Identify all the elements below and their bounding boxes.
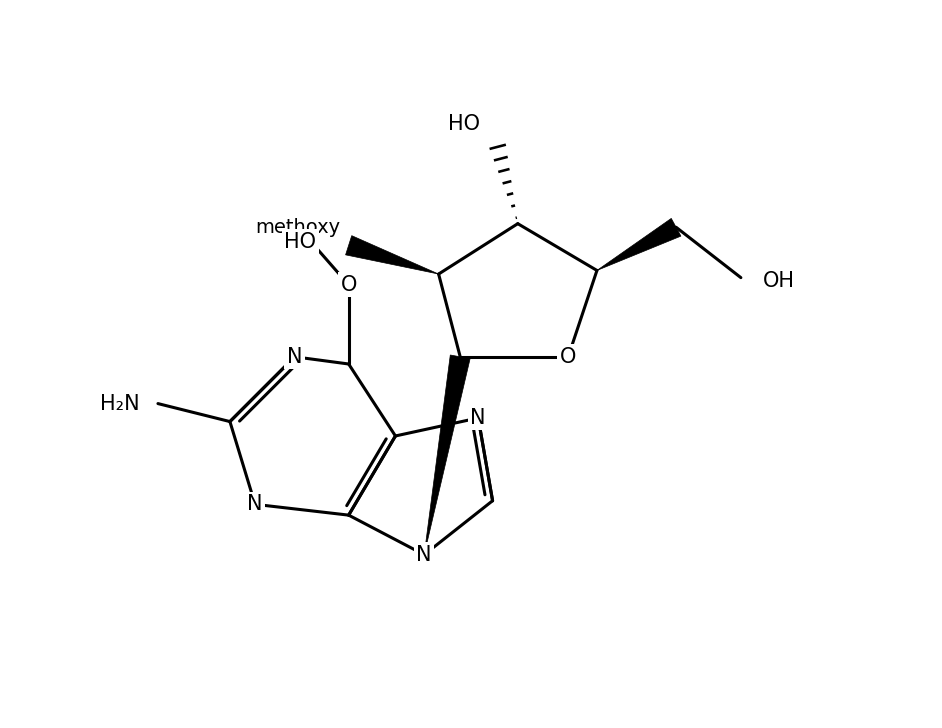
Text: N: N <box>470 408 486 428</box>
Text: N: N <box>287 347 302 367</box>
Text: methoxy: methoxy <box>255 218 341 237</box>
Text: N: N <box>416 545 432 565</box>
Text: O: O <box>560 347 577 367</box>
Polygon shape <box>346 236 439 274</box>
Text: H₂N: H₂N <box>101 394 140 414</box>
Text: N: N <box>248 494 263 515</box>
Text: HO: HO <box>284 232 317 252</box>
Text: O: O <box>340 275 357 295</box>
Polygon shape <box>424 355 470 555</box>
Polygon shape <box>597 218 681 270</box>
Text: HO: HO <box>447 114 479 134</box>
Text: OH: OH <box>762 272 794 291</box>
